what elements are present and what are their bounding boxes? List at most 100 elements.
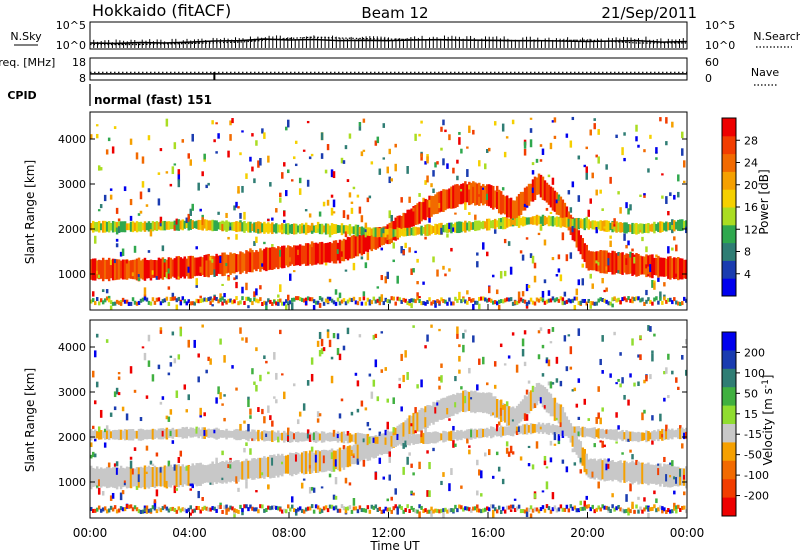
heatmap-cell [99,260,103,279]
heatmap-cell [617,378,620,382]
heatmap-cell [139,428,143,441]
heatmap-cell [215,508,218,513]
heatmap-cell [531,255,535,264]
heatmap-cell [171,331,175,336]
heatmap-cell [667,222,670,231]
heatmap-cell [386,398,389,403]
heatmap-cell [119,251,123,257]
heatmap-cell [657,463,660,466]
heatmap-cell [356,380,360,387]
heatmap-cell [358,122,362,127]
heatmap-cell [123,480,127,483]
power-yaxis-label: Slant Range [km] [23,160,37,264]
heatmap-cell [93,258,97,281]
heatmap-cell [261,457,264,478]
heatmap-cell [233,429,236,440]
heatmap-cell [559,380,563,387]
station-title: Hokkaido (fitACF) [92,1,231,20]
heatmap-cell [559,196,563,219]
heatmap-cell [139,260,143,279]
heatmap-cell [340,299,344,304]
heatmap-cell [113,429,117,440]
heatmap-cell [245,223,248,231]
heatmap-cell [573,218,577,229]
heatmap-cell [107,295,111,300]
heatmap-cell [454,376,457,382]
heatmap-cell [175,304,179,310]
heatmap-cell [525,283,529,292]
heatmap-cell [139,210,143,214]
heatmap-cell [575,225,579,248]
heatmap-cell [426,450,429,454]
heatmap-cell [655,254,658,258]
heatmap-cell [328,449,332,471]
heatmap-cell [458,221,461,234]
heatmap-cell [493,396,497,418]
heatmap-cell [533,262,537,269]
heatmap-cell [137,300,141,305]
heatmap-cell [241,185,244,193]
heatmap-cell [665,196,668,204]
colorbar-tick-label: 15 [744,408,758,421]
heatmap-cell [400,215,403,234]
heatmap-cell [267,431,270,441]
heatmap-cell [593,443,596,448]
heatmap-cell [555,216,559,227]
heatmap-cell [189,488,192,491]
heatmap-cell [207,220,210,231]
colorbar-swatch [722,153,736,172]
heatmap-cell [265,255,268,259]
heatmap-cell [513,508,517,513]
heatmap-cell [567,427,571,435]
heatmap-cell [292,383,296,387]
heatmap-cell [277,294,280,298]
heatmap-cell [115,221,119,232]
heatmap-cell [579,300,583,305]
heatmap-cell [135,486,139,490]
heatmap-cell [599,429,602,438]
heatmap-cell [489,392,493,417]
heatmap-cell [302,478,306,481]
heatmap-cell [384,367,388,371]
heatmap-cell [348,224,352,236]
heatmap-cell [366,505,370,510]
heatmap-cell [364,232,368,252]
heatmap-cell [209,256,212,261]
heatmap-cell [177,354,181,360]
heatmap-cell [217,211,220,215]
heatmap-cell [488,429,491,436]
heatmap-cell [480,428,483,439]
heatmap-cell [378,168,382,175]
heatmap-cell [285,509,288,514]
heatmap-cell [141,467,145,488]
heatmap-cell [569,366,573,370]
heatmap-cell [241,461,244,480]
heatmap-cell [159,301,163,306]
heatmap-cell [633,223,636,234]
heatmap-cell [215,397,218,404]
heatmap-cell [484,297,487,302]
heatmap-cell [509,509,513,512]
heatmap-cell [255,384,258,392]
heatmap-cell [677,428,680,439]
heatmap-cell [605,266,608,271]
heatmap-cell [111,146,115,154]
heatmap-cell [263,355,266,359]
heatmap-cell [571,426,575,436]
heatmap-cell [203,412,206,417]
heatmap-cell [205,465,208,483]
heatmap-cell [412,207,415,212]
heatmap-cell [408,227,411,236]
heatmap-cell [559,504,563,509]
heatmap-cell [406,165,409,174]
heatmap-cell [372,296,376,301]
heatmap-cell [653,465,656,484]
heatmap-cell [117,376,121,380]
heatmap-cell [203,153,206,160]
heatmap-cell [257,299,260,304]
heatmap-cell [501,426,505,436]
heatmap-cell [165,259,169,277]
heatmap-cell [253,252,256,270]
heatmap-cell [231,300,234,305]
heatmap-cell [523,187,527,211]
